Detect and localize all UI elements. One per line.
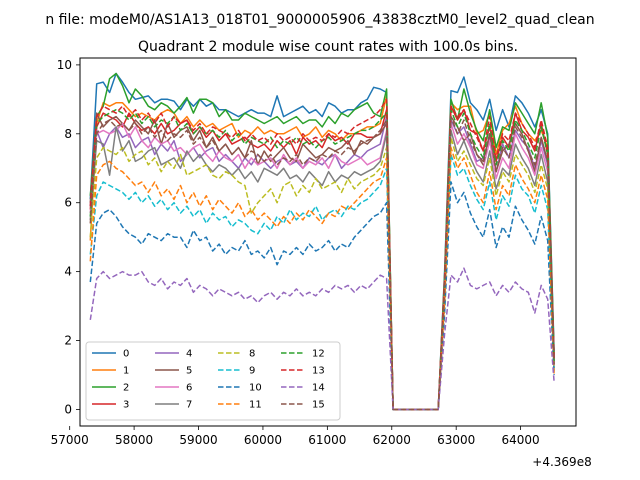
legend-label-10: 10 <box>249 383 262 394</box>
x-tick-label: 61000 <box>308 433 346 447</box>
series-line-11 <box>89 146 555 411</box>
series-line-4 <box>89 115 555 411</box>
legend-label-0: 0 <box>123 349 129 360</box>
x-tick-label: 60000 <box>244 433 282 447</box>
legend-label-7: 7 <box>186 400 192 411</box>
x-tick-label: 64000 <box>502 433 540 447</box>
legend-label-2: 2 <box>123 383 129 394</box>
figure-suptitle: n file: modeM0/AS1A13_018T01_9000005906_… <box>45 12 594 28</box>
legend-label-12: 12 <box>312 349 325 360</box>
legend-box <box>85 341 341 421</box>
x-tick-label: 58000 <box>115 433 153 447</box>
series-line-10 <box>89 181 555 411</box>
legend-label-4: 4 <box>186 349 192 360</box>
series-line-15 <box>89 115 555 411</box>
x-offset-label: +4.369e8 <box>532 455 591 469</box>
legend-label-1: 1 <box>123 366 129 377</box>
y-tick-label: 6 <box>64 196 72 210</box>
series-line-7 <box>89 126 555 411</box>
series-line-3 <box>89 105 555 411</box>
y-tick-label: 10 <box>57 58 72 72</box>
legend-label-13: 13 <box>312 366 325 377</box>
x-axis: 57000 58000 59000 60000 61000 62000 63000 64000 <box>51 426 540 447</box>
y-tick-label: 4 <box>64 265 72 279</box>
y-axis: 0 2 4 6 8 10 <box>57 58 80 416</box>
x-tick-label: 63000 <box>437 433 475 447</box>
y-tick-label: 0 <box>64 402 72 416</box>
legend-label-15: 15 <box>312 400 325 411</box>
legend-label-14: 14 <box>312 383 325 394</box>
series-layer <box>89 72 555 411</box>
series-line-14 <box>89 267 555 411</box>
series-line-0 <box>89 72 555 411</box>
chart-title: Quadrant 2 module wise count rates with … <box>138 39 518 55</box>
y-tick-label: 8 <box>64 127 72 141</box>
legend-label-6: 6 <box>186 383 192 394</box>
series-line-13 <box>89 98 555 411</box>
legend-label-9: 9 <box>249 366 255 377</box>
x-tick-label: 62000 <box>373 433 411 447</box>
legend-label-3: 3 <box>123 400 129 411</box>
y-tick-label: 2 <box>64 334 72 348</box>
series-line-8 <box>89 136 555 411</box>
plot-frame <box>79 57 577 427</box>
x-tick-label: 59000 <box>179 433 217 447</box>
series-line-2 <box>89 72 555 411</box>
series-line-9 <box>89 153 555 411</box>
legend-label-8: 8 <box>249 349 255 360</box>
x-tick-label: 57000 <box>51 433 89 447</box>
legend-label-11: 11 <box>249 400 262 411</box>
legend-label-5: 5 <box>186 366 192 377</box>
